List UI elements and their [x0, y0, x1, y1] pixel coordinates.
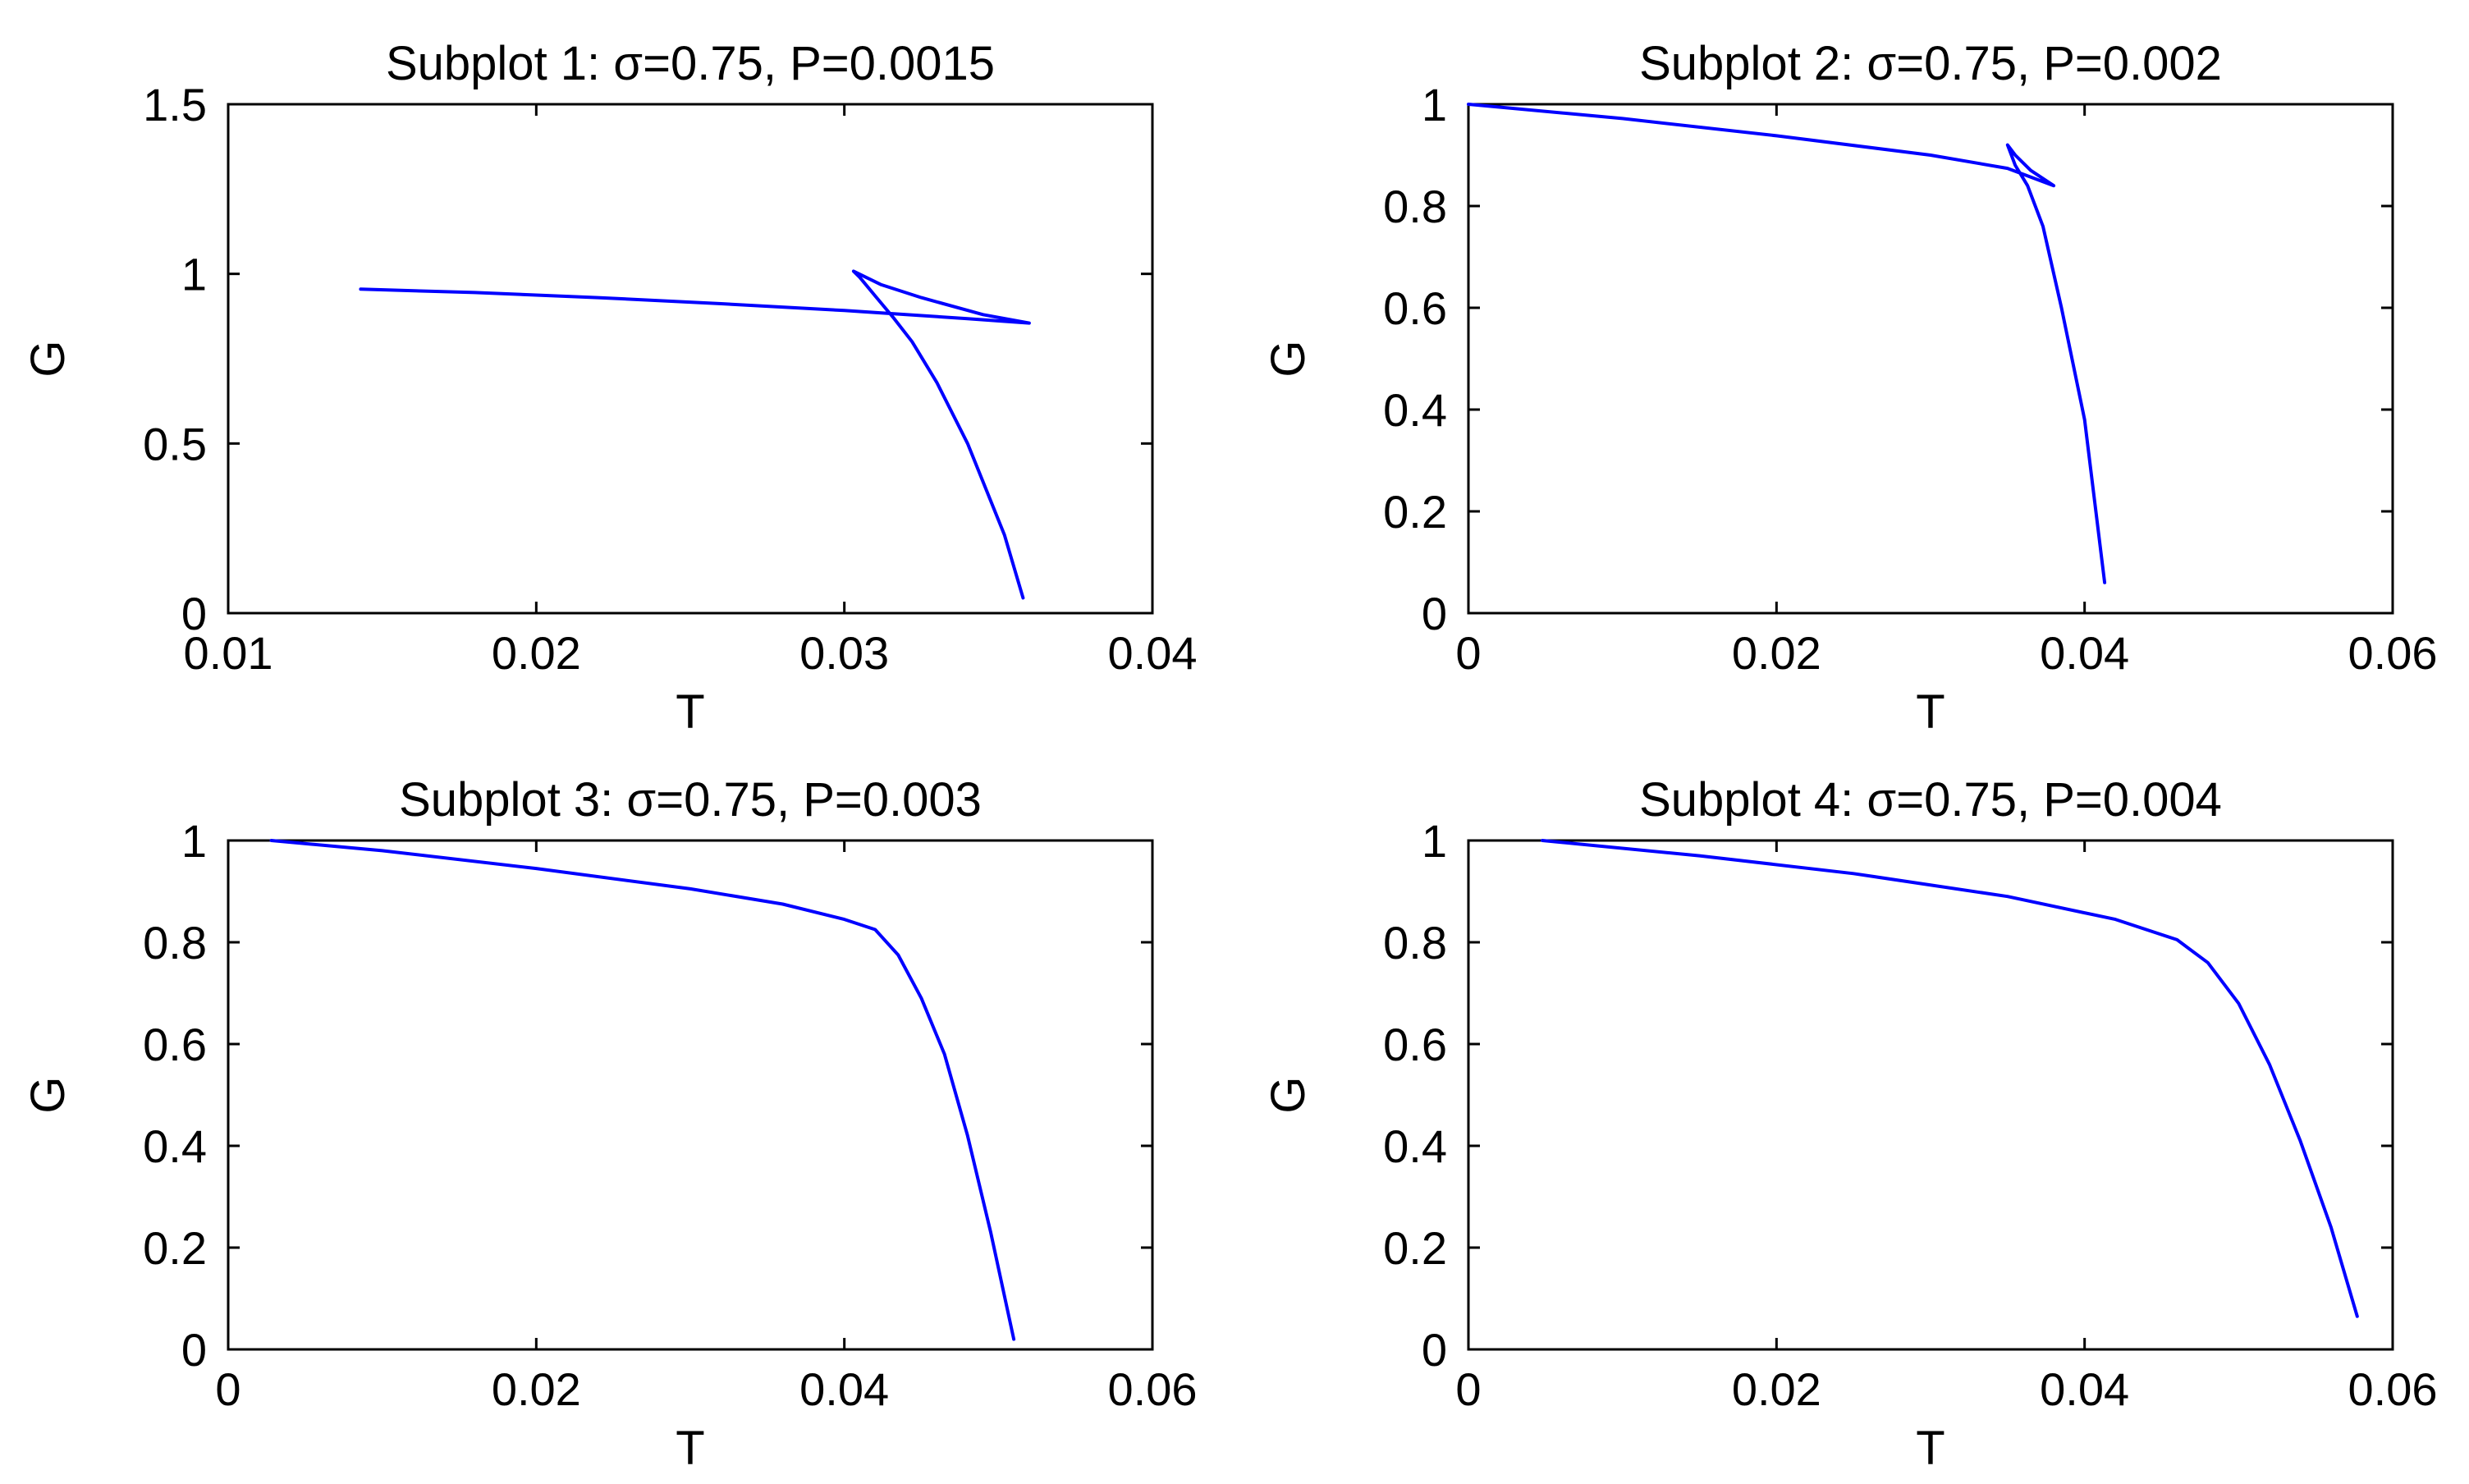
y-tick-label: 0.2	[143, 1222, 207, 1274]
y-tick-label: 0.8	[1383, 917, 1447, 969]
x-tick-label: 0.04	[1108, 627, 1198, 679]
y-axis-label: G	[1262, 1076, 1315, 1113]
x-tick-label: 0.02	[492, 1363, 581, 1415]
y-tick-label: 0.4	[1383, 384, 1447, 436]
y-tick-label: 0	[1422, 588, 1447, 639]
x-tick-label: 0.04	[2040, 1363, 2129, 1415]
x-tick-label: 0.03	[799, 627, 889, 679]
y-axis-label: G	[21, 1076, 75, 1113]
x-axis-label: T	[1916, 1422, 1945, 1475]
y-tick-label: 0.8	[1383, 181, 1447, 232]
y-tick-label: 0	[1422, 1324, 1447, 1376]
plot-area	[1467, 839, 2394, 1351]
x-axis-label: T	[1916, 685, 1945, 739]
series-line	[359, 269, 1031, 600]
y-axis-label: G	[1262, 340, 1315, 377]
subplot-title: Subplot 1: σ=0.75, P=0.0015	[386, 37, 995, 90]
y-tick-label: 0.5	[143, 418, 207, 469]
y-tick-label: 1	[181, 249, 207, 300]
plot-area	[1467, 103, 2394, 615]
y-tick-label: 0.8	[143, 917, 207, 969]
y-tick-label: 0.2	[1383, 1222, 1447, 1274]
subplot-title: Subplot 3: σ=0.75, P=0.003	[399, 773, 982, 827]
subplot-3: 0 0.02 0.04 0.06 0 0.2 0.4 0.6 0.8 1 Subplot 3: σ=…	[21, 773, 1198, 1475]
plot-area	[227, 839, 1154, 1351]
x-tick-label: 0	[1455, 1363, 1481, 1415]
x-tick-label: 0	[215, 1363, 240, 1415]
subplot-2: 0 0.02 0.04 0.06 0 0.2 0.4 0.6 0.8 1 Subplot 2: σ=…	[1262, 37, 2438, 739]
y-tick-label: 0.2	[1383, 486, 1447, 538]
subplot-4: 0 0.02 0.04 0.06 0 0.2 0.4 0.6 0.8 1 Subplot 4: σ=…	[1262, 773, 2438, 1475]
y-axis-label: G	[21, 340, 75, 377]
y-tick-label: 0.6	[1383, 282, 1447, 334]
subplot-title: Subplot 4: σ=0.75, P=0.004	[1639, 773, 2222, 827]
y-tick-label: 0.6	[143, 1019, 207, 1070]
y-tick-label: 1	[1422, 815, 1447, 867]
x-tick-label: 0.02	[492, 627, 581, 679]
x-tick-label: 0	[1455, 627, 1481, 679]
series-line	[1467, 103, 2107, 584]
x-tick-label: 0.06	[2348, 627, 2438, 679]
x-tick-label: 0.06	[2348, 1363, 2438, 1415]
x-tick-label: 0.02	[1732, 627, 1821, 679]
subplot-title: Subplot 2: σ=0.75, P=0.002	[1639, 37, 2222, 90]
x-tick-label: 0.02	[1732, 1363, 1821, 1415]
x-axis-label: T	[676, 1422, 704, 1475]
y-tick-label: 0.4	[1383, 1120, 1447, 1172]
series-line	[269, 839, 1016, 1341]
x-tick-label: 0.01	[184, 627, 273, 679]
x-tick-label: 0.06	[1108, 1363, 1198, 1415]
x-tick-label: 0.04	[799, 1363, 889, 1415]
y-tick-label: 0.6	[1383, 1019, 1447, 1070]
y-tick-label: 1.5	[143, 79, 207, 131]
y-tick-label: 0	[181, 1324, 207, 1376]
x-tick-label: 0.04	[2040, 627, 2129, 679]
subplot-1: 0.01 0.02 0.03 0.04 0 0.5 1 1.5 Subplot 1: σ=0.7…	[21, 37, 1198, 739]
plot-area	[227, 103, 1154, 615]
series-line	[1541, 839, 2359, 1318]
x-axis-label: T	[676, 685, 704, 739]
y-tick-label: 1	[1422, 79, 1447, 131]
y-tick-label: 0.4	[143, 1120, 207, 1172]
y-tick-label: 1	[181, 815, 207, 867]
y-tick-label: 0	[181, 588, 207, 639]
